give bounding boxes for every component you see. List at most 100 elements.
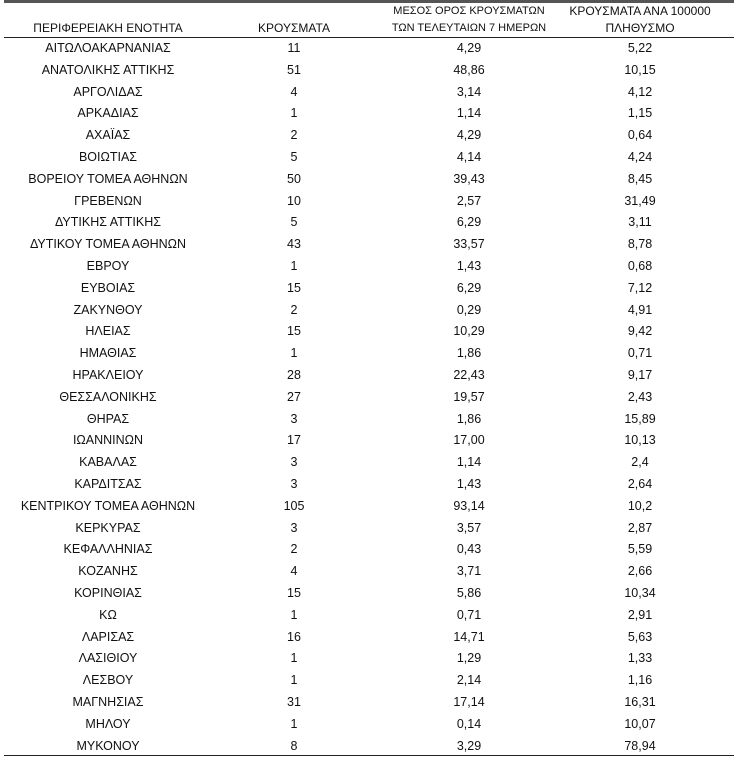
region-name: ΔΥΤΙΚΟΥ ΤΟΜΕΑ ΑΘΗΝΩΝ (29, 237, 187, 252)
cell-value: 15 (287, 586, 301, 600)
cell-value: 2,43 (627, 389, 653, 404)
region-name: ΚΕΦΑΛΛΗΝΙΑΣ (63, 542, 153, 557)
cell-value: 17,00 (453, 433, 485, 448)
cell-value: 4,91 (627, 302, 653, 317)
cell-value: 3,11 (628, 215, 652, 230)
cell-value: 16,31 (624, 695, 656, 709)
cell-value: 4,29 (456, 41, 482, 55)
region-name: ΔΥΤΙΚΗΣ ΑΤΤΙΚΗΣ (55, 215, 161, 230)
cell-value: 1 (290, 673, 298, 688)
region-name: ΚΕΡΚΥΡΑΣ (75, 520, 141, 535)
cell-value: 0,43 (456, 542, 482, 557)
cell-value: 4 (290, 564, 298, 579)
cell-value: 2,4 (631, 455, 649, 470)
cell-value: 2,91 (627, 607, 653, 622)
cell-value: 4 (290, 84, 298, 99)
region-name: ΜΗΛΟΥ (85, 716, 131, 731)
cell-value: 5 (290, 150, 298, 164)
cell-value: 3 (290, 411, 298, 426)
cell-value: 8 (290, 738, 298, 753)
cell-value: 31,49 (624, 193, 656, 208)
column-header: ΚΡΟΥΣΜΑΤΑ (258, 21, 330, 35)
cell-value: 4,12 (627, 84, 653, 99)
region-name: ΛΑΣΙΘΙΟΥ (78, 651, 138, 666)
cell-value: 4,14 (456, 150, 482, 164)
cell-value: 1 (290, 716, 298, 731)
cell-value: 0,71 (627, 346, 653, 361)
region-name: ΗΜΑΘΙΑΣ (79, 346, 137, 361)
region-name: ΚΑΡΔΙΤΣΑΣ (74, 477, 142, 491)
cell-value: 1,29 (456, 651, 482, 666)
cell-value: 0,71 (456, 607, 482, 622)
region-name: ΚΩ (99, 607, 117, 622)
region-name: ΒΟΡΕΙΟΥ ΤΟΜΕΑ ΑΘΗΝΩΝ (28, 171, 188, 186)
cell-value: 3 (290, 520, 298, 535)
cell-value: 1,15 (627, 106, 653, 121)
cell-value: 2 (290, 128, 298, 143)
region-name: ΜΥΚΟΝΟΥ (76, 738, 140, 753)
cell-value: 93,14 (453, 498, 485, 513)
cell-value: 17 (287, 433, 301, 448)
cell-value: 15 (287, 324, 301, 339)
region-name: ΑΧΑΪΑΣ (85, 128, 131, 143)
cell-value: 15 (287, 280, 301, 295)
cell-value: 2,64 (627, 477, 653, 491)
region-name: ΚΑΒΑΛΑΣ (79, 455, 137, 470)
region-name: ΛΑΡΙΣΑΣ (81, 629, 135, 644)
cell-value: 16 (287, 629, 301, 644)
region-name: ΑΝΑΤΟΛΙΚΗΣ ΑΤΤΙΚΗΣ (41, 62, 175, 77)
cell-value: 1 (290, 106, 298, 121)
cell-value: 1,43 (456, 477, 482, 491)
region-name: ΑΡΚΑΔΙΑΣ (77, 106, 139, 121)
cell-value: 31 (287, 695, 301, 709)
cell-value: 39,43 (453, 171, 485, 186)
region-name: ΜΑΓΝΗΣΙΑΣ (72, 695, 144, 709)
region-name: ΖΑΚΥΝΘΟΥ (73, 302, 143, 317)
cell-value: 22,43 (453, 368, 485, 382)
cell-value: 6,29 (456, 280, 482, 295)
cell-value: 2,14 (456, 673, 482, 688)
cell-value: 11 (287, 41, 301, 55)
cell-value: 3,71 (456, 564, 482, 579)
cell-value: 2 (290, 542, 298, 557)
cell-value: 10,15 (624, 62, 656, 77)
region-name: ΑΡΓΟΛΙΔΑΣ (73, 84, 143, 99)
cell-value: 10 (287, 193, 301, 208)
bottom-rule (4, 755, 734, 756)
cell-value: 1 (290, 651, 298, 666)
region-name: ΚΕΝΤΡΙΚΟΥ ΤΟΜΕΑ ΑΘΗΝΩΝ (20, 498, 196, 513)
cell-value: 5,86 (456, 586, 482, 600)
region-name: ΕΒΡΟΥ (86, 259, 130, 273)
region-name: ΛΕΣΒΟΥ (82, 673, 134, 688)
column-header: ΜΕΣΟΣ ΟΡΟΣ ΚΡΟΥΣΜΑΤΩΝ (393, 5, 545, 17)
cell-value: 8,45 (627, 171, 653, 186)
cell-value: 10,29 (453, 324, 485, 339)
cell-value: 3 (290, 455, 298, 470)
cell-value: 10,07 (624, 716, 656, 731)
cell-value: 3,29 (456, 738, 482, 753)
region-name: ΓΡΕΒΕΝΩΝ (74, 193, 142, 208)
cell-value: 4,24 (627, 150, 653, 164)
column-header: ΠΕΡΙΦΕΡΕΙΑΚΗ ΕΝΟΤΗΤΑ (33, 21, 183, 35)
cell-value: 5 (290, 215, 298, 230)
cell-value: 1,43 (456, 259, 482, 273)
region-name: ΘΗΡΑΣ (86, 411, 130, 426)
cell-value: 48,86 (453, 62, 485, 77)
top-rule (4, 0, 734, 3)
region-name: ΙΩΑΝΝΙΝΩΝ (72, 433, 144, 448)
cell-value: 5,63 (627, 629, 653, 644)
cell-value: 0,29 (456, 302, 482, 317)
cell-value: 105 (283, 498, 305, 513)
cell-value: 2,66 (627, 564, 653, 579)
column-header: ΤΩΝ ΤΕΛΕΥΤΑΙΩΝ 7 ΗΜΕΡΩΝ (391, 22, 547, 34)
region-name: ΒΟΙΩΤΙΑΣ (78, 150, 138, 164)
cell-value: 10,13 (624, 433, 656, 448)
column-header: ΠΛΗΘΥΣΜΟ (605, 21, 675, 35)
cell-value: 1,14 (456, 455, 482, 470)
cell-value: 0,14 (456, 716, 482, 731)
cell-value: 78,94 (624, 738, 656, 753)
cell-value: 1,16 (627, 673, 653, 688)
cell-value: 50 (287, 171, 301, 186)
cell-value: 17,14 (453, 695, 485, 709)
